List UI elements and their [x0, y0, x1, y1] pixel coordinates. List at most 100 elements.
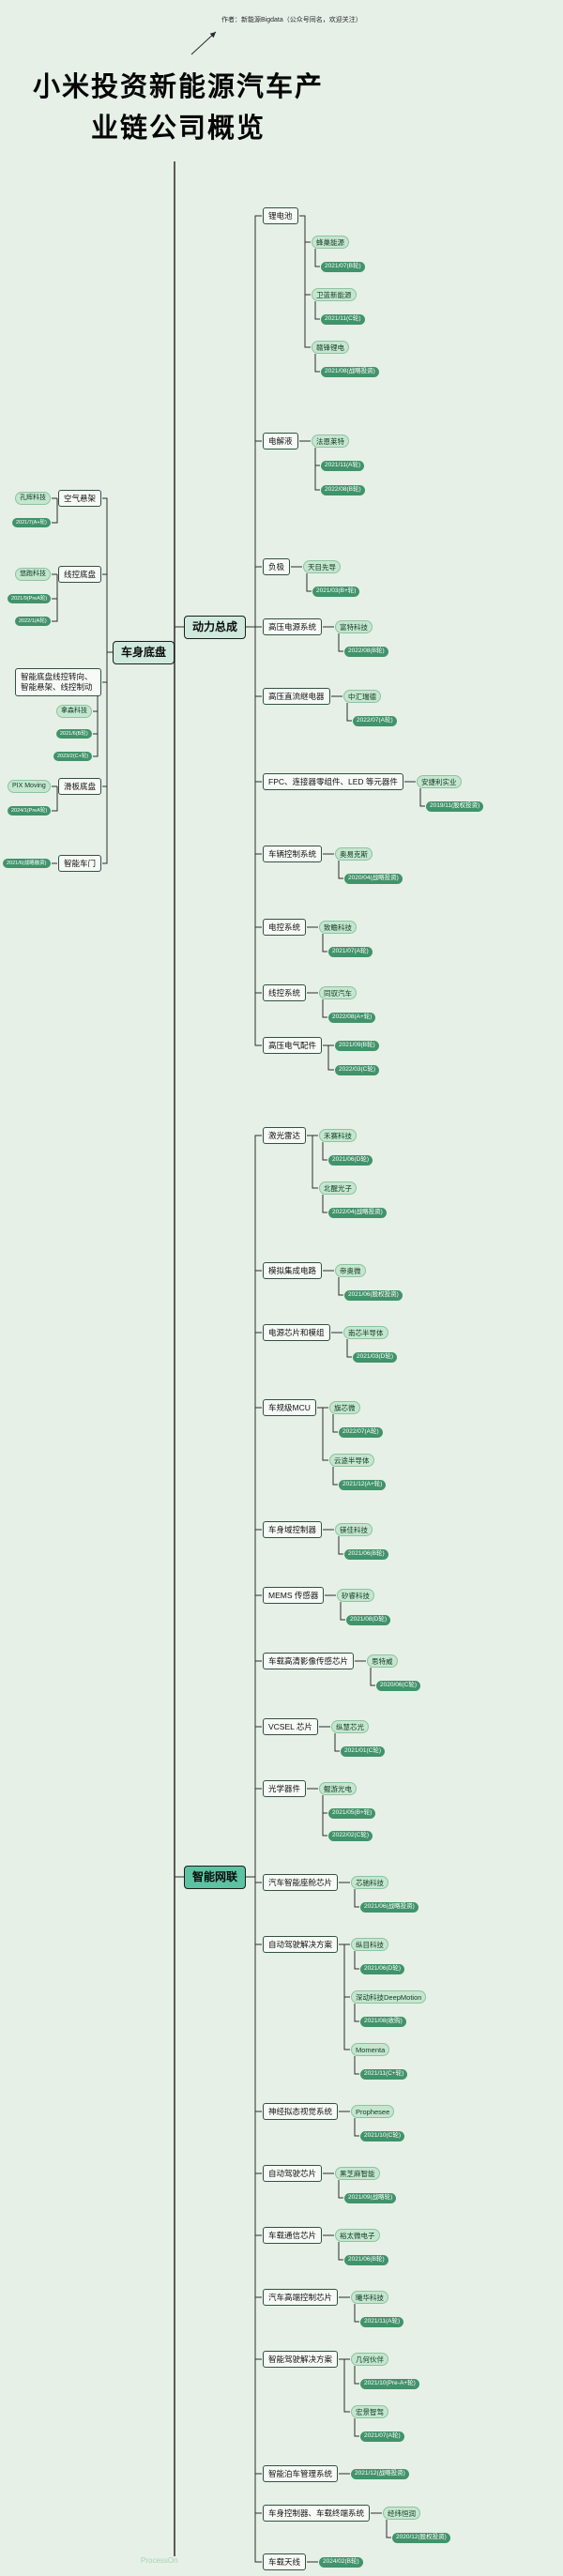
topic-node[interactable]: 智能车门 — [58, 855, 102, 872]
topic-node[interactable]: 车身控制器、车载终端系统 — [263, 2505, 371, 2522]
company-node[interactable]: 宏景智驾 — [351, 2405, 388, 2419]
topic-node[interactable]: 电控系统 — [263, 919, 307, 936]
topic-node[interactable]: 车载天线 — [263, 2553, 307, 2570]
branch-node[interactable]: 车身底盘 — [113, 640, 175, 664]
topic-node[interactable]: 汽车高端控制芯片 — [263, 2289, 339, 2306]
date-pill[interactable]: 2021/11(A轮) — [321, 460, 365, 471]
company-node[interactable]: 帝奥微 — [335, 1264, 366, 1278]
company-node[interactable]: 禾赛科技 — [319, 1129, 357, 1143]
company-node[interactable]: Prophesee — [351, 2105, 395, 2119]
topic-node[interactable]: 智能底盘线控转向、智能悬架、线控制动 — [15, 668, 101, 696]
company-node[interactable]: 卫蓝新能源 — [312, 288, 357, 302]
date-pill[interactable]: 2021/06(B轮) — [344, 1548, 388, 1560]
topic-node[interactable]: 车载通信芯片 — [263, 2227, 323, 2244]
date-pill[interactable]: 2021/07(A轮) — [360, 2431, 404, 2442]
date-pill[interactable]: 2022/08(B轮) — [344, 646, 388, 657]
topic-node[interactable]: 模拟集成电路 — [263, 1262, 323, 1279]
date-pill[interactable]: 2024/1(PreA轮) — [8, 806, 52, 815]
date-pill[interactable]: 2021/09(B轮) — [335, 1040, 379, 1051]
topic-node[interactable]: 自动驾驶解决方案 — [263, 1936, 339, 1953]
topic-node[interactable]: 高压电源系统 — [263, 618, 323, 635]
company-node[interactable]: 芯驰科技 — [351, 1876, 388, 1890]
topic-node[interactable]: 汽车智能座舱芯片 — [263, 1874, 339, 1891]
company-node[interactable]: 安捷利实业 — [417, 775, 462, 789]
date-pill[interactable]: 2022/02(C轮) — [328, 1830, 373, 1841]
date-pill[interactable]: 2021/12(A+轮) — [339, 1479, 387, 1490]
date-pill[interactable]: 2024/02(B轮) — [319, 2556, 363, 2568]
topic-node[interactable]: 激光雷达 — [263, 1127, 307, 1144]
topic-node[interactable]: 智能泊车管理系统 — [263, 2465, 339, 2482]
date-pill[interactable]: 2021/09(战略轮) — [344, 2192, 397, 2203]
topic-node[interactable]: 线控底盘 — [58, 566, 102, 583]
date-pill[interactable]: 2020/12(股权投资) — [392, 2532, 450, 2543]
date-pill[interactable]: 2019/11(股权投资) — [426, 800, 484, 812]
company-node[interactable]: 思特威 — [367, 1654, 398, 1669]
company-node[interactable]: PIX Moving — [8, 780, 51, 793]
date-pill[interactable]: 2021/10(C轮) — [360, 2130, 405, 2142]
company-node[interactable]: 天目先导 — [303, 560, 341, 574]
date-pill[interactable]: 2022/08(B轮) — [321, 484, 365, 495]
date-pill[interactable]: 2021/08(收购) — [360, 2016, 406, 2027]
topic-node[interactable]: MEMS 传感器 — [263, 1587, 325, 1604]
date-pill[interactable]: 2021/7(A+轮) — [12, 518, 51, 527]
topic-node[interactable]: 自动驾驶芯片 — [263, 2165, 323, 2182]
company-node[interactable]: 云途半导体 — [329, 1454, 374, 1468]
date-pill[interactable]: 2020/04(战略投资) — [344, 873, 403, 884]
topic-node[interactable]: 智能驾驶解决方案 — [263, 2351, 339, 2368]
topic-node[interactable]: 锂电池 — [263, 207, 298, 224]
topic-node[interactable]: 神经拟态视觉系统 — [263, 2103, 339, 2120]
date-pill[interactable]: 2021/9(PreA轮) — [8, 594, 52, 603]
company-node[interactable]: 镁佳科技 — [335, 1523, 373, 1537]
date-pill[interactable]: 2022/1(A轮) — [15, 617, 51, 626]
topic-node[interactable]: 电源芯片和模组 — [263, 1324, 330, 1341]
company-node[interactable]: 旗芯微 — [329, 1401, 360, 1415]
date-pill[interactable]: 2021/08(D轮) — [346, 1614, 391, 1625]
company-node[interactable]: 悠跑科技 — [15, 568, 51, 581]
date-pill[interactable]: 2021/05(B+轮) — [328, 1807, 376, 1819]
date-pill[interactable]: 2021/03(B+轮) — [312, 586, 360, 597]
company-node[interactable]: 黑芝麻智能 — [335, 2167, 380, 2181]
topic-node[interactable]: 高压电气配件 — [263, 1037, 323, 1054]
topic-node[interactable]: 光学器件 — [263, 1780, 307, 1797]
date-pill[interactable]: 2022/03(C轮) — [335, 1064, 380, 1075]
topic-node[interactable]: 车身域控制器 — [263, 1521, 323, 1538]
date-pill[interactable]: 2021/06(D轮) — [328, 1154, 373, 1166]
topic-node[interactable]: 高压直流继电器 — [263, 688, 330, 705]
date-pill[interactable]: 2021/11(A轮) — [360, 2316, 404, 2327]
company-node[interactable]: 纵慧芯光 — [331, 1720, 369, 1734]
company-node[interactable]: 深动科技DeepMotion — [351, 1990, 427, 2004]
date-pill[interactable]: 2021/6(战略融资) — [3, 859, 51, 868]
date-pill[interactable]: 2020/06(C轮) — [376, 1680, 421, 1691]
date-pill[interactable]: 2021/03(D轮) — [353, 1351, 398, 1363]
topic-node[interactable]: 线控系统 — [263, 984, 307, 1001]
topic-node[interactable]: FPC、连接器零组件、LED 等元器件 — [263, 773, 403, 790]
company-node[interactable]: Momenta — [351, 2043, 390, 2057]
date-pill[interactable]: 2021/06(B轮) — [344, 2254, 388, 2265]
date-pill[interactable]: 2021/11(C+轮) — [360, 2068, 408, 2080]
date-pill[interactable]: 2021/06(战略投资) — [360, 1901, 418, 1913]
company-node[interactable]: 南芯半导体 — [343, 1326, 388, 1340]
company-node[interactable]: 富特科技 — [335, 620, 373, 634]
company-node[interactable]: 鲲游光电 — [319, 1782, 357, 1796]
date-pill[interactable]: 2022/07(A轮) — [353, 715, 397, 726]
date-pill[interactable]: 2021/11(C轮) — [321, 313, 365, 325]
branch-node[interactable]: 智能网联 — [184, 1865, 247, 1889]
company-node[interactable]: 北醒光子 — [319, 1181, 357, 1196]
company-node[interactable]: 裕太微电子 — [335, 2229, 380, 2243]
topic-node[interactable]: 电解液 — [263, 433, 298, 450]
date-pill[interactable]: 2021/12(战略投资) — [351, 2468, 409, 2479]
topic-node[interactable]: VCSEL 芯片 — [263, 1718, 318, 1735]
company-node[interactable]: 拿森科技 — [56, 705, 92, 718]
date-pill[interactable]: 2021/06(D轮) — [360, 1963, 405, 1974]
topic-node[interactable]: 车规级MCU — [263, 1399, 316, 1416]
date-pill[interactable]: 2023/2(C+轮) — [53, 752, 93, 761]
topic-node[interactable]: 车载高清影像传感芯片 — [263, 1653, 355, 1669]
company-node[interactable]: 经纬恒润 — [383, 2507, 420, 2521]
company-node[interactable]: 孔辉科技 — [15, 492, 51, 505]
company-node[interactable]: 曦华科技 — [351, 2291, 388, 2305]
company-node[interactable]: 中汇瑞德 — [343, 690, 381, 704]
company-node[interactable]: 赣锋锂电 — [312, 341, 349, 355]
branch-node[interactable]: 动力总成 — [184, 615, 247, 639]
date-pill[interactable]: 2021/10(Pre-A+轮) — [360, 2378, 419, 2389]
company-node[interactable]: 几何伙伴 — [351, 2353, 388, 2367]
